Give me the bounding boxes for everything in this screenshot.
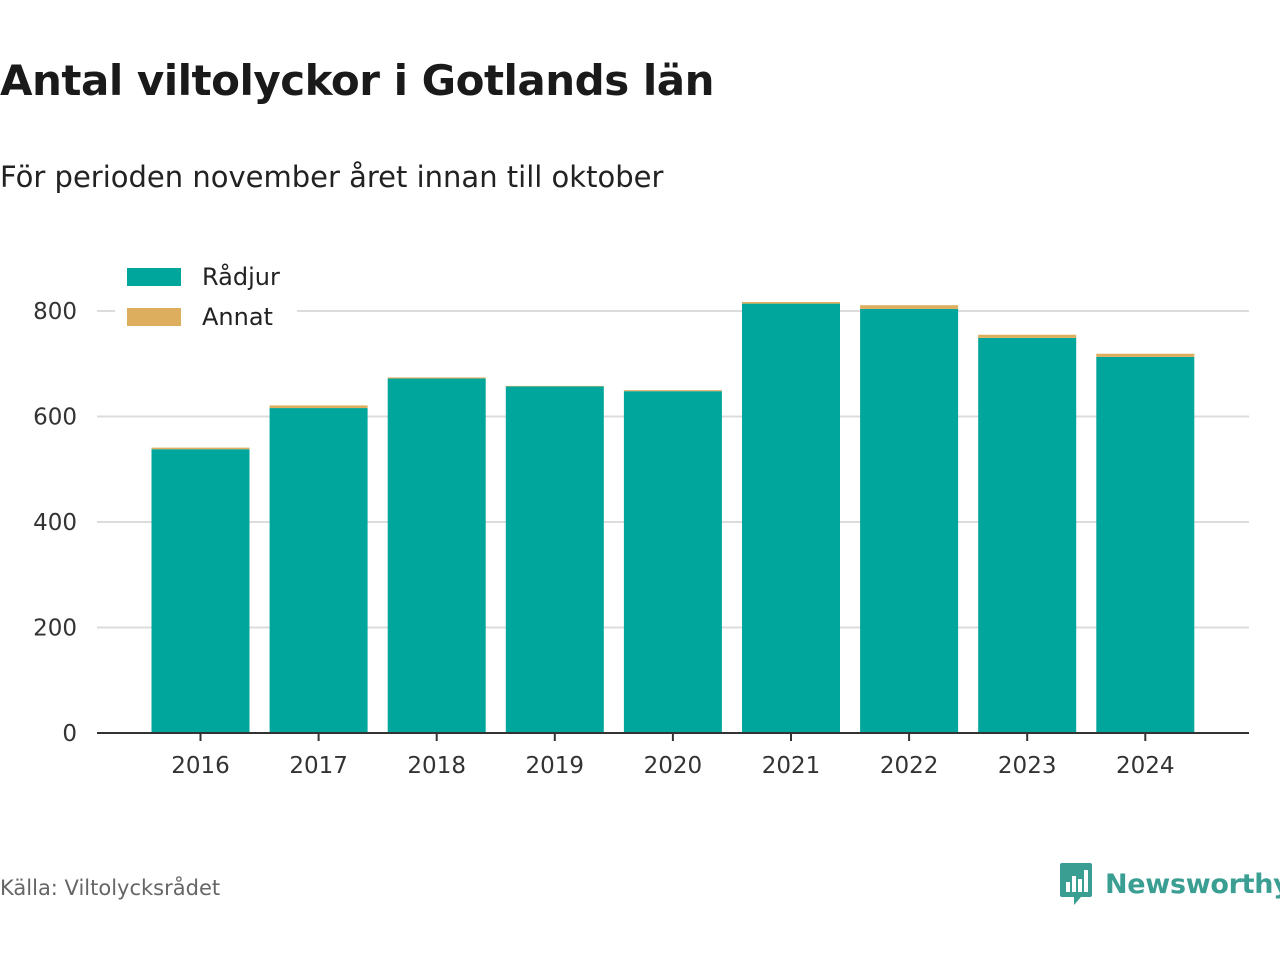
chart-subtitle: För perioden november året innan till ok… <box>0 160 664 194</box>
bar-annat-2023 <box>978 334 1077 338</box>
x-tick-label: 2021 <box>762 753 821 779</box>
x-tick-label: 2020 <box>644 753 703 779</box>
y-tick-label: 0 <box>62 721 77 747</box>
bar-annat-2017 <box>269 405 368 409</box>
bar-annat-2022 <box>860 305 959 309</box>
bar-radjur-2023 <box>978 337 1077 733</box>
bars <box>151 302 1195 733</box>
x-tick-label: 2022 <box>880 753 939 779</box>
x-tick-label: 2023 <box>998 753 1057 779</box>
bar-radjur-2020 <box>623 391 722 733</box>
bar-radjur-2016 <box>151 449 250 733</box>
x-axis-ticks: 2016 2017 2018 2019 2020 2021 2022 2023 2024 <box>171 733 1175 779</box>
bar-annat-2016 <box>151 447 250 450</box>
bar-radjur-2018 <box>387 378 486 733</box>
legend-label-annat: Annat <box>202 303 273 331</box>
legend-swatch-radjur <box>127 268 181 286</box>
source-note: Källa: Viltolycksrådet <box>0 876 221 900</box>
x-tick-label: 2016 <box>171 753 230 779</box>
x-tick-label: 2019 <box>526 753 585 779</box>
legend: Rådjur Annat <box>115 262 297 334</box>
y-tick-label: 600 <box>33 405 77 431</box>
x-tick-label: 2024 <box>1116 753 1175 779</box>
y-tick-label: 400 <box>33 510 77 536</box>
y-tick-label: 800 <box>33 299 77 325</box>
legend-swatch-annat <box>127 308 181 326</box>
bar-annat-2018 <box>387 377 486 379</box>
bar-radjur-2021 <box>742 303 840 733</box>
bar-annat-2021 <box>742 302 840 304</box>
x-tick-label: 2017 <box>289 753 348 779</box>
bar-annat-2019 <box>505 385 604 387</box>
bar-radjur-2019 <box>505 386 604 733</box>
x-tick-label: 2018 <box>407 753 466 779</box>
bar-radjur-2022 <box>860 308 959 733</box>
y-tick-label: 200 <box>33 616 77 642</box>
bar-radjur-2024 <box>1096 356 1195 733</box>
chart-title: Antal viltolyckor i Gotlands län <box>0 56 715 105</box>
y-axis-ticks: 0 200 400 600 800 <box>33 299 77 747</box>
newsworthy-logo-icon <box>1060 863 1092 905</box>
bar-annat-2024 <box>1096 353 1195 357</box>
brand-name: Newsworthy <box>1105 868 1280 900</box>
legend-label-radjur: Rådjur <box>202 262 280 291</box>
bar-annat-2020 <box>623 390 722 392</box>
bar-radjur-2017 <box>269 408 368 733</box>
brand-logo: Newsworthy <box>1059 862 1280 906</box>
